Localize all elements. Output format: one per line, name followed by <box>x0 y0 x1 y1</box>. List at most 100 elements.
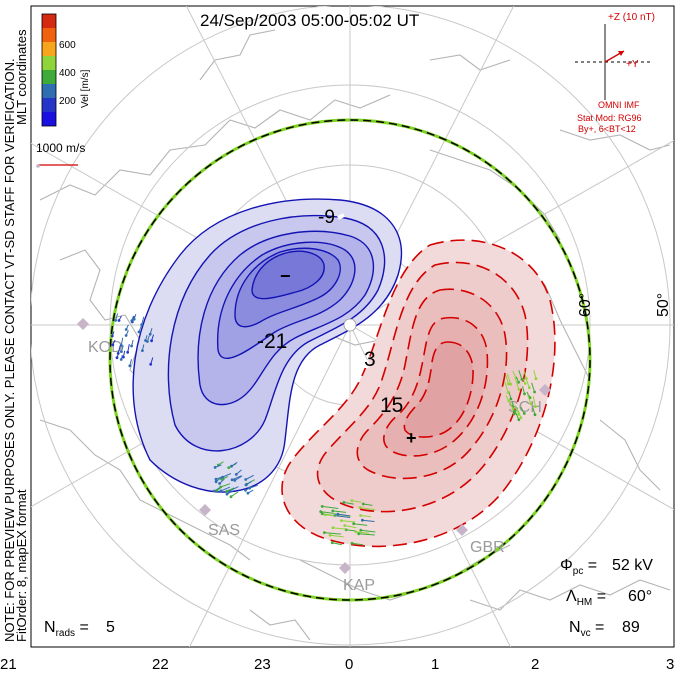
velocity-vector-origin <box>517 380 520 384</box>
station-label-sch: SCH <box>508 399 542 416</box>
velocity-vector-origin <box>506 391 510 394</box>
vector-scale-origin <box>36 164 40 168</box>
velocity-vector <box>325 514 337 517</box>
velocity-vector-origin <box>132 317 136 321</box>
imf-source: OMNI IMF <box>598 100 640 110</box>
imf-z-label: +Z (10 nT) <box>608 12 655 23</box>
velocity-vector-origin <box>244 483 248 487</box>
velocity-vector-origin <box>320 512 324 516</box>
velocity-vector-origin <box>529 402 533 406</box>
velocity-vector <box>344 525 357 529</box>
svg-text:Nrads =: Nrads = <box>44 619 89 639</box>
velocity-vector <box>514 378 520 390</box>
velocity-vector-origin <box>213 466 217 469</box>
contour-label-neg-21: -21 <box>257 330 287 353</box>
velocity-vector-origin <box>522 412 526 415</box>
velocity-vector <box>341 520 356 523</box>
velocity-vector-origin <box>137 330 141 334</box>
velocity-vector <box>351 542 364 546</box>
velocity-vectors <box>110 313 538 546</box>
velocity-vector <box>332 542 343 546</box>
imf-clock-dial <box>575 24 650 100</box>
velocity-vector-origin <box>336 512 340 516</box>
velocity-vector-origin <box>215 489 219 492</box>
velocity-vector-origin <box>533 413 537 417</box>
negative-potential-cell: -9 -21 − <box>132 198 403 493</box>
latitude-label-60: 60° <box>577 293 594 317</box>
velocity-vector-origin <box>319 510 323 513</box>
velocity-vector-origin <box>517 388 521 391</box>
velocity-vector <box>355 531 370 534</box>
velocity-vector <box>324 532 341 535</box>
velocity-vector-origin <box>533 390 536 394</box>
velocity-vector <box>353 523 368 526</box>
colorbar-tick-200: 200 <box>59 96 76 107</box>
velocity-vector-origin <box>119 358 123 361</box>
velocity-vector-origin <box>343 524 347 527</box>
velocity-vector <box>220 483 231 488</box>
velocity-vector-origin <box>511 407 515 411</box>
mlt-tick-22: 22 <box>152 656 169 673</box>
velocity-vector <box>249 484 258 489</box>
velocity-vector <box>220 486 231 492</box>
velocity-vector <box>363 503 373 506</box>
velocity-vector-origin <box>219 485 223 489</box>
velocity-vector-origin <box>144 339 147 342</box>
station-marker-kod <box>77 318 89 330</box>
station-marker-sch <box>539 384 551 396</box>
velocity-vector-origin <box>130 344 134 348</box>
velocity-vector-origin <box>534 405 537 408</box>
colorbar-tick-600: 600 <box>59 40 76 51</box>
velocity-vector <box>518 370 523 380</box>
hm-boundary-dashed <box>109 119 591 601</box>
vector-scale-label: 1000 m/s <box>36 141 85 155</box>
velocity-vector-origin <box>534 377 538 381</box>
velocity-vector <box>245 474 255 480</box>
colorbar-tick-400: 400 <box>59 68 76 79</box>
velocity-vector <box>360 515 372 518</box>
velocity-vector-origin <box>358 506 362 509</box>
velocity-vector-origin <box>507 382 510 386</box>
station-label-sas: SAS <box>208 522 240 539</box>
velocity-vector-origin <box>124 328 128 331</box>
svg-text:Nvc =: Nvc = <box>569 619 604 639</box>
velocity-vector <box>234 475 243 481</box>
velocity-vector-origin <box>513 409 517 413</box>
velocity-vector-origin <box>225 489 229 493</box>
velocity-vector-origin <box>509 397 513 401</box>
phi-pc-stat: Φpc = 52 kV <box>560 557 653 577</box>
coordinates-note: MLT coordinates <box>14 29 29 125</box>
velocity-vector-origin <box>248 486 252 490</box>
lambda-hm-value: 60° <box>628 588 652 605</box>
velocity-vector-origin <box>323 531 326 534</box>
velocity-vector-origin <box>126 350 130 354</box>
velocity-vector <box>532 395 536 407</box>
velocity-vector-origin <box>149 362 153 366</box>
velocity-vector-origin <box>219 489 223 493</box>
velocity-vector <box>360 529 376 533</box>
mlt-tick-21: 21 <box>0 656 17 673</box>
velocity-vector-origin <box>119 344 123 347</box>
velocity-vector-origin <box>234 473 238 476</box>
velocity-vector-origin <box>124 334 128 337</box>
station-marker-sas <box>199 504 211 516</box>
mlt-tick-0: 0 <box>345 656 353 673</box>
velocity-vector-origin <box>148 332 152 336</box>
velocity-vector <box>346 529 356 532</box>
svg-text:Φpc =: Φpc = <box>560 557 597 577</box>
velocity-vector-origin <box>331 526 335 530</box>
n-vc-value: 89 <box>622 619 640 636</box>
potential-maximum-marker: + <box>406 428 417 448</box>
velocity-vector <box>358 533 375 536</box>
velocity-vector-origin <box>507 399 511 403</box>
velocity-vector <box>222 473 232 478</box>
velocity-vector-origin <box>117 319 121 322</box>
velocity-vector <box>322 505 339 509</box>
velocity-vector <box>507 373 512 385</box>
velocity-vector <box>504 381 509 393</box>
velocity-vector-origin <box>214 477 218 481</box>
velocity-vector-origin <box>523 382 527 385</box>
station-label-kap: KAP <box>343 577 375 594</box>
velocity-vector-origin <box>361 502 365 506</box>
